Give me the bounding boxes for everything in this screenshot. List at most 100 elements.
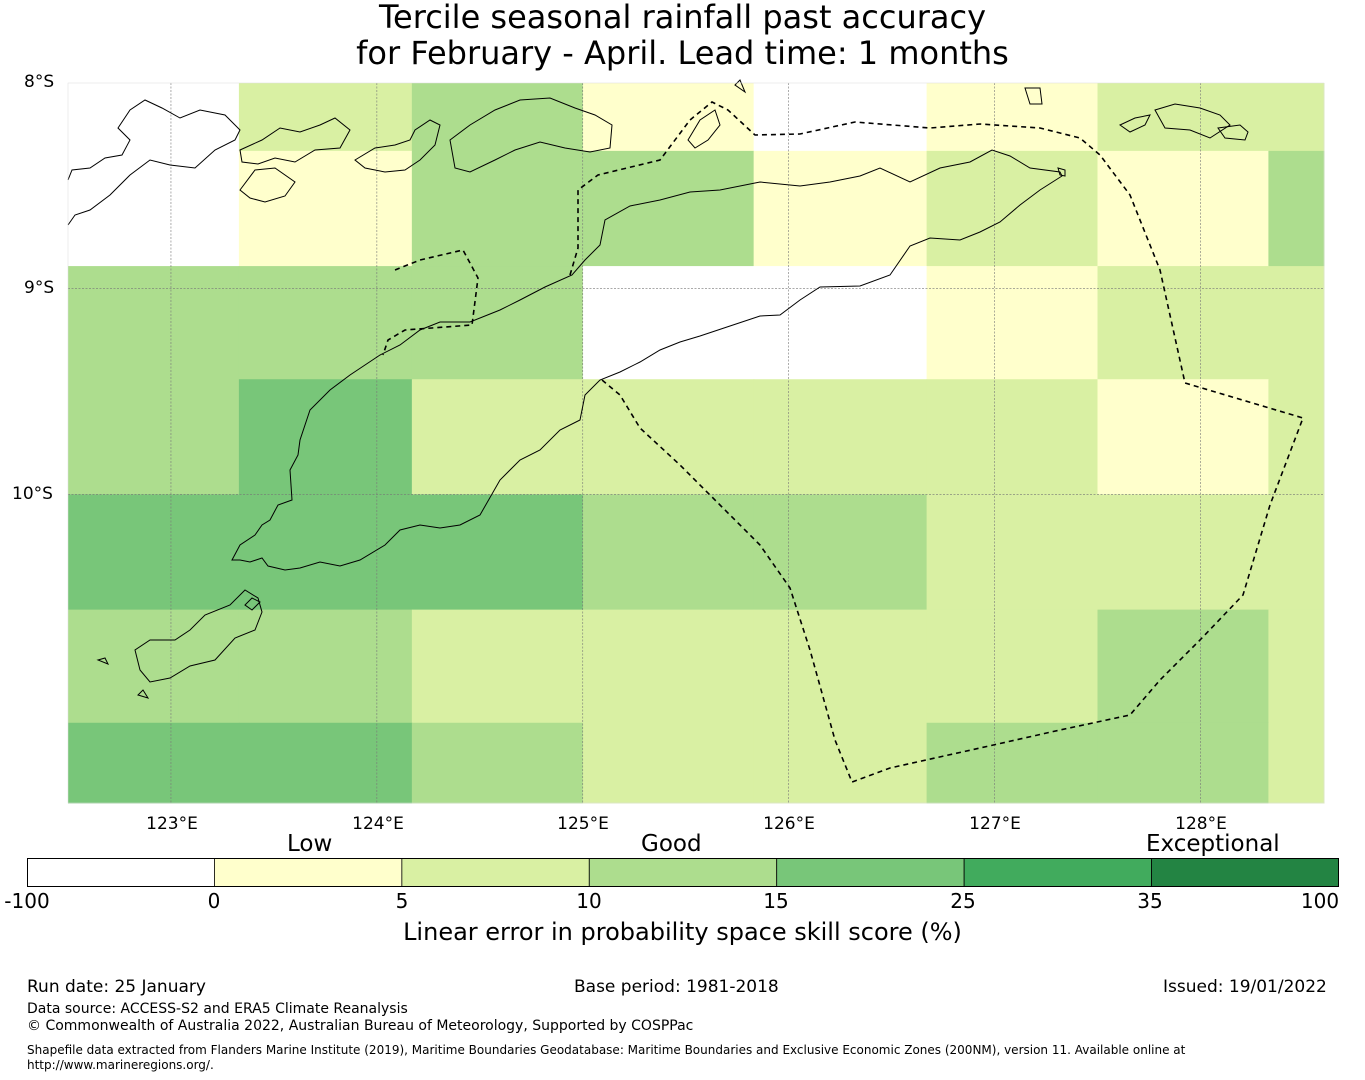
grid-cell-r3-c7 [1268, 379, 1325, 495]
coastline-islet-2 [137, 689, 150, 699]
colorbar [27, 858, 1339, 887]
grid-cell-r0-c2 [411, 83, 584, 152]
grid-cell-r2-c4 [753, 266, 928, 380]
coastline-adonara [239, 117, 351, 165]
colorbar-frame [27, 858, 1339, 887]
grid-cell-r2-c7 [1268, 266, 1325, 380]
grid-cell-r6-c7 [1268, 722, 1325, 804]
lon-label-124e: 124°E [352, 814, 404, 834]
grid-cell-r4-c5 [926, 494, 1099, 611]
coastline-pantar [239, 167, 296, 203]
coastline-kisar [1217, 124, 1249, 141]
coastline-islet-3 [96, 657, 110, 665]
lon-label-128e: 128°E [1175, 814, 1227, 834]
map-frame [67, 82, 1325, 804]
grid-cell-r3-c6 [1097, 379, 1269, 495]
grid-cell-r3-c0 [68, 379, 240, 495]
coastline-islet-4 [734, 79, 747, 94]
grid-cell-r4-c7 [1268, 494, 1325, 611]
colorbar-segment-6 [1151, 858, 1339, 887]
copyright-notice: © Commonwealth of Australia 2022, Austra… [27, 1018, 694, 1034]
grid-cell-r4-c3 [582, 494, 755, 611]
coastline-islet-1 [244, 597, 261, 611]
maritime-boundaries [382, 101, 1305, 784]
grid-cell-r2-c2 [411, 266, 584, 380]
colorbar-tick-100: 100 [1300, 889, 1340, 913]
grid-cell-r1-c1 [238, 150, 413, 267]
coastline-romang [1154, 103, 1231, 139]
grid-cell-r6-c5 [926, 722, 1099, 804]
grid-cell-r3-c5 [926, 379, 1099, 495]
run-date: Run date: 25 January [27, 977, 206, 997]
grid-cell-r2-c5 [926, 266, 1099, 380]
grid-cell-r0-c0 [68, 83, 240, 152]
colorbar-category-low: Low [287, 831, 333, 857]
data-source: Data source: ACCESS-S2 and ERA5 Climate … [27, 1001, 408, 1017]
colorbar-segment-5 [963, 858, 1152, 887]
boundary-timor-leste-eez [569, 101, 1305, 784]
grid-cell-r5-c3 [582, 609, 755, 724]
base-period: Base period: 1981-2018 [574, 977, 779, 997]
grid-cell-r3-c4 [753, 379, 928, 495]
lat-label-8s: 8°S [24, 72, 55, 92]
colorbar-segment-4 [776, 858, 965, 887]
coastline-flores [67, 99, 241, 226]
lat-label-9s: 9°S [24, 278, 55, 298]
colorbar-segment-0 [27, 858, 215, 887]
grid-cell-r4-c2 [411, 494, 584, 611]
grid-cell-r6-c4 [753, 722, 928, 804]
colorbar-category-good: Good [641, 831, 702, 857]
colorbar-tick-0: 0 [207, 889, 221, 913]
grid-cell-r5-c5 [926, 609, 1099, 724]
grid-cell-r3-c1 [238, 379, 413, 495]
grid-cell-r0-c3 [582, 83, 755, 152]
colorbar-segments [27, 858, 1339, 887]
coastline-islet-5 [1057, 167, 1066, 177]
grid-cell-r0-c4 [753, 83, 928, 152]
coastline-alor [449, 97, 613, 173]
colorbar-category-exceptional: Exceptional [1146, 831, 1280, 857]
colorbar-tick-minus100: -100 [4, 889, 50, 913]
colorbar-segment-2 [401, 858, 590, 887]
coastline-outlines [67, 79, 1249, 699]
coastline-wetar [1119, 114, 1151, 133]
grid-cell-r1-c6 [1097, 150, 1269, 267]
grid-cell-r0-c5 [926, 83, 1099, 152]
grid-cell-r6-c0 [68, 722, 240, 804]
grid-cell-r0-c6 [1097, 83, 1269, 152]
colorbar-segment-1 [214, 858, 403, 887]
coastline-atauro [687, 109, 721, 149]
grid-cell-r6-c6 [1097, 722, 1269, 804]
lon-label-127e: 127°E [969, 814, 1021, 834]
grid-cell-r1-c7 [1268, 150, 1325, 267]
colorbar-tick-15: 15 [763, 889, 789, 913]
grid-cell-r1-c5 [926, 150, 1099, 267]
grid-cell-r4-c4 [753, 494, 928, 611]
grid-cell-r1-c2 [411, 150, 584, 267]
grid-cell-r5-c6 [1097, 609, 1269, 724]
grid-cell-r2-c1 [238, 266, 413, 380]
coastline-leti [1024, 87, 1043, 105]
grid-cells [68, 83, 1325, 804]
colorbar-tick-25: 25 [950, 889, 976, 913]
grid-cell-r2-c3 [582, 266, 755, 380]
colorbar-tick-35: 35 [1137, 889, 1163, 913]
coastline-rote [134, 589, 263, 683]
grid-cell-r3-c3 [582, 379, 755, 495]
lon-label-126e: 126°E [763, 814, 815, 834]
grid-cell-r0-c1 [238, 83, 413, 152]
grid-cell-r2-c6 [1097, 266, 1269, 380]
boundary-oecusse [382, 249, 479, 356]
grid-cell-r3-c2 [411, 379, 584, 495]
grid-cell-r0-c7 [1268, 83, 1325, 152]
coastline-timor [231, 149, 1063, 571]
coastline-lembata [354, 119, 441, 173]
grid-cell-r6-c1 [238, 722, 413, 804]
grid-cell-r4-c6 [1097, 494, 1269, 611]
grid-cell-r2-c0 [68, 266, 240, 380]
grid-cell-r6-c2 [411, 722, 584, 804]
grid-cell-r5-c7 [1268, 609, 1325, 724]
shapefile-attribution-line2: http://www.marineregions.org/. [27, 1058, 214, 1072]
grid-cell-r5-c2 [411, 609, 584, 724]
